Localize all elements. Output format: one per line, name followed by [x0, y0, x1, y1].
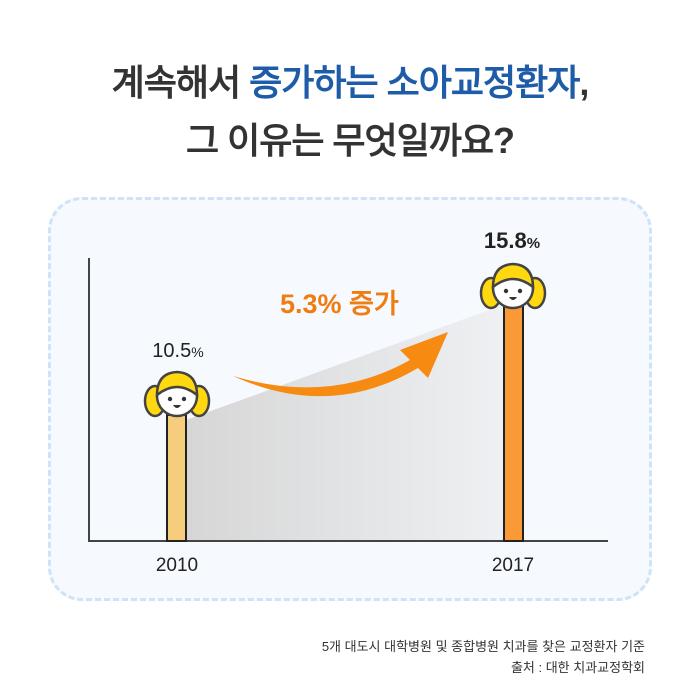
value-number: 15.8: [483, 228, 527, 253]
source-note: 출처 : 대한 치과교정학회: [510, 660, 645, 675]
basis-note: 5개 대도시 대학병원 및 종합병원 치과를 찾은 교정환자 기준: [321, 639, 645, 654]
value-label-2010: 10.5%: [128, 340, 228, 363]
increase-annotation: 5.3% 증가: [280, 289, 399, 319]
title-suffix: ,: [579, 62, 589, 103]
value-unit: %: [191, 344, 204, 360]
girl-face-icon: [143, 370, 211, 418]
x-tick-2010: 2010: [155, 555, 199, 576]
title-line-2: 그 이유는 무엇일까요?: [185, 120, 515, 161]
girl-face-icon: [479, 262, 547, 310]
title-line-1: 계속해서 증가하는 소아교정환자,: [0, 54, 700, 106]
x-tick-2017: 2017: [491, 555, 535, 576]
value-label-2017: 15.8%: [462, 228, 562, 254]
title-prefix: 계속해서: [111, 62, 250, 103]
title-highlight: 증가하는 소아교정환자: [249, 62, 580, 103]
value-number: 10.5: [152, 340, 192, 362]
bar-2010: [166, 414, 187, 542]
arrow-up-icon: [233, 332, 448, 397]
bar-2017: [503, 299, 524, 542]
growth-shade: [186, 305, 503, 541]
value-unit: %: [526, 235, 541, 252]
